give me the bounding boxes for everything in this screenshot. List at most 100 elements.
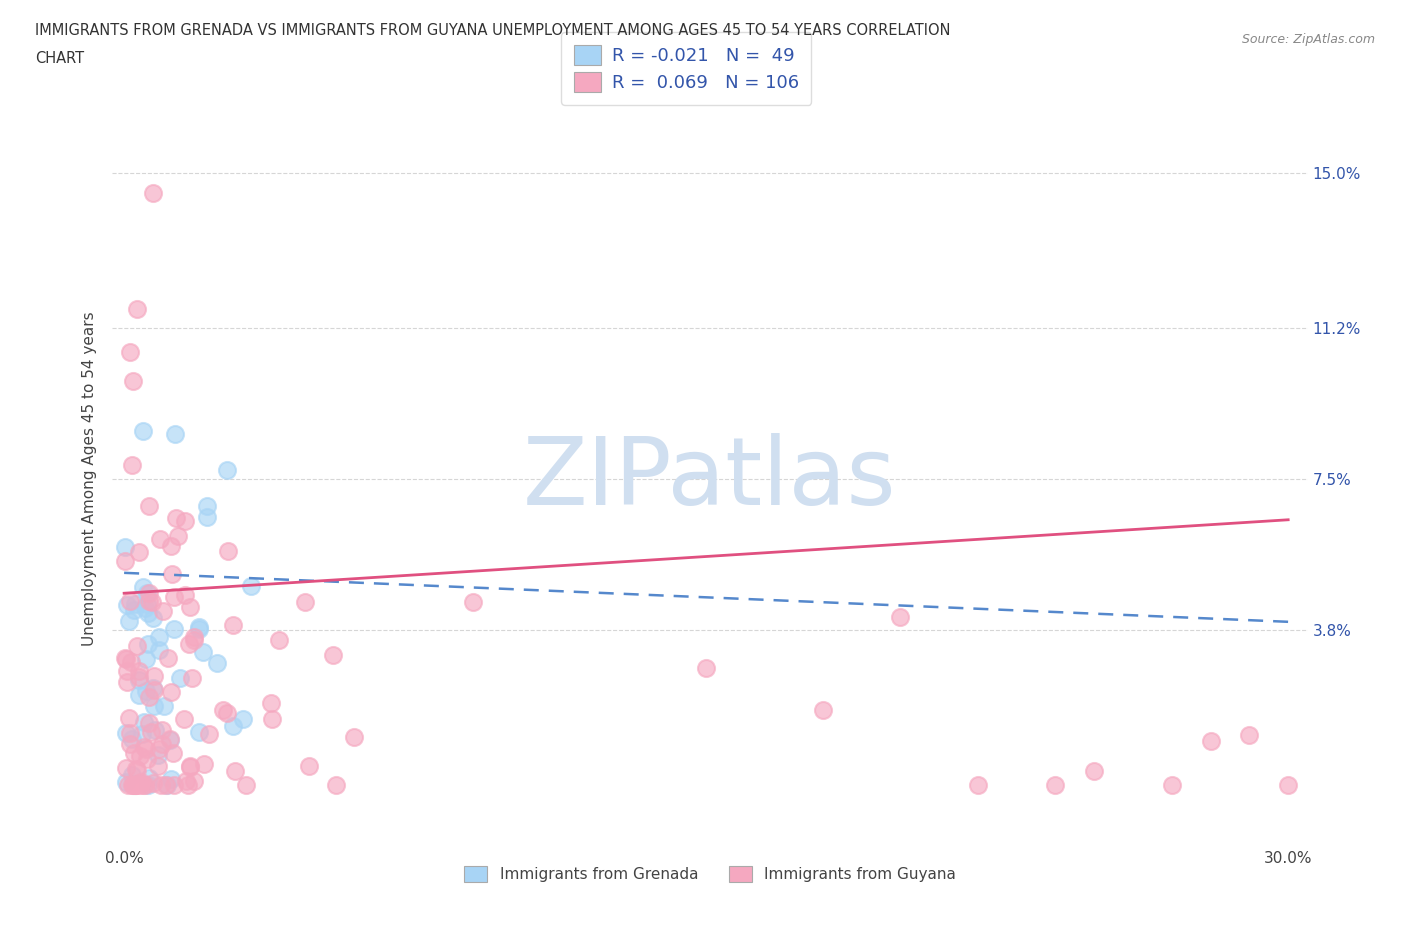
Point — [811, 702, 834, 717]
Point — [148, 747, 170, 762]
Point — [183, 633, 205, 648]
Point — [115, 761, 138, 776]
Point — [1277, 777, 1299, 792]
Point — [122, 603, 145, 618]
Point — [889, 610, 911, 625]
Text: Source: ZipAtlas.com: Source: ZipAtlas.com — [1241, 33, 1375, 46]
Point — [177, 777, 200, 792]
Point — [135, 742, 157, 757]
Point — [136, 777, 159, 792]
Point — [138, 586, 160, 601]
Point — [122, 373, 145, 388]
Point — [153, 698, 176, 713]
Point — [174, 774, 197, 789]
Point — [1045, 777, 1067, 792]
Point — [169, 671, 191, 686]
Point — [173, 711, 195, 726]
Point — [114, 539, 136, 554]
Point — [132, 739, 155, 754]
Point — [118, 344, 141, 359]
Point — [132, 714, 155, 729]
Point — [1239, 727, 1261, 742]
Point — [117, 777, 139, 792]
Point — [224, 764, 246, 778]
Point — [132, 580, 155, 595]
Point — [197, 510, 219, 525]
Point — [124, 777, 146, 792]
Point — [162, 746, 184, 761]
Point — [142, 698, 165, 713]
Point — [138, 499, 160, 514]
Point — [125, 777, 148, 792]
Point — [118, 725, 141, 740]
Point — [135, 684, 157, 698]
Point — [120, 655, 142, 670]
Point — [187, 622, 209, 637]
Point — [197, 726, 219, 741]
Point — [148, 742, 170, 757]
Point — [143, 669, 166, 684]
Point — [181, 671, 204, 685]
Point — [128, 672, 150, 687]
Point — [121, 458, 143, 472]
Point — [159, 538, 181, 553]
Point — [156, 777, 179, 792]
Point — [298, 759, 321, 774]
Point — [115, 725, 138, 740]
Point — [150, 777, 173, 792]
Point — [132, 777, 155, 792]
Point — [128, 545, 150, 560]
Point — [131, 726, 153, 741]
Point — [138, 593, 160, 608]
Point — [132, 423, 155, 438]
Point — [267, 632, 290, 647]
Point — [322, 648, 344, 663]
Point — [118, 593, 141, 608]
Point — [115, 664, 138, 679]
Point — [142, 186, 165, 201]
Point — [148, 630, 170, 644]
Point — [122, 777, 145, 792]
Point — [117, 613, 139, 628]
Point — [125, 777, 148, 792]
Point — [152, 604, 174, 618]
Point — [163, 427, 186, 442]
Point — [211, 703, 233, 718]
Point — [114, 554, 136, 569]
Point — [136, 637, 159, 652]
Point — [187, 619, 209, 634]
Point — [163, 590, 186, 604]
Point — [1160, 777, 1182, 792]
Legend: Immigrants from Grenada, Immigrants from Guyana: Immigrants from Grenada, Immigrants from… — [457, 858, 963, 890]
Point — [136, 605, 159, 620]
Point — [1199, 733, 1222, 748]
Point — [127, 763, 149, 777]
Point — [165, 511, 187, 525]
Point — [128, 664, 150, 679]
Point — [159, 684, 181, 699]
Point — [966, 777, 988, 792]
Point — [141, 595, 163, 610]
Point — [128, 687, 150, 702]
Point — [124, 745, 146, 760]
Point — [215, 462, 238, 477]
Point — [125, 301, 148, 316]
Point — [149, 532, 172, 547]
Point — [174, 588, 197, 603]
Point — [193, 756, 215, 771]
Point — [115, 775, 138, 790]
Point — [205, 656, 228, 671]
Point — [143, 723, 166, 737]
Point — [115, 674, 138, 689]
Point — [142, 610, 165, 625]
Point — [239, 578, 262, 593]
Point — [232, 711, 254, 726]
Point — [150, 723, 173, 737]
Point — [174, 513, 197, 528]
Point — [163, 777, 186, 792]
Point — [159, 732, 181, 747]
Point — [138, 716, 160, 731]
Text: IMMIGRANTS FROM GRENADA VS IMMIGRANTS FROM GUYANA UNEMPLOYMENT AMONG AGES 45 TO : IMMIGRANTS FROM GRENADA VS IMMIGRANTS FR… — [35, 23, 950, 38]
Point — [129, 775, 152, 790]
Point — [260, 711, 283, 726]
